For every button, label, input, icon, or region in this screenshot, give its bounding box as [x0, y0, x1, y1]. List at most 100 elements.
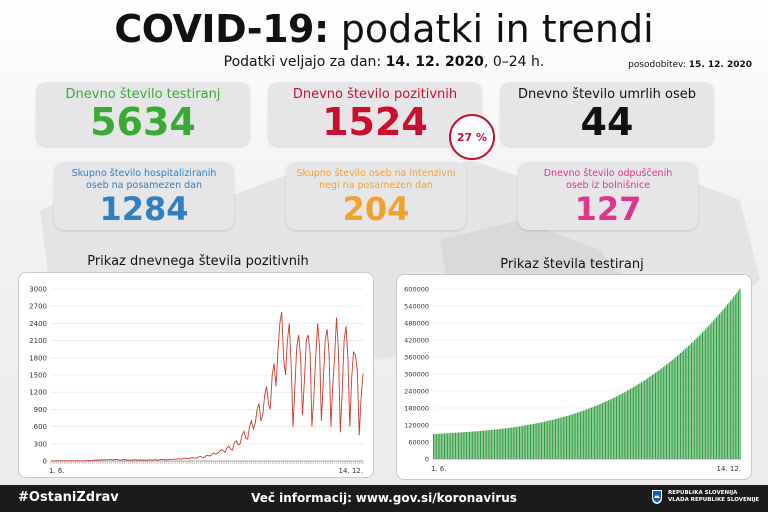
tests-bar — [631, 387, 633, 459]
gov-line2: VLADA REPUBLIKE SLOVENIJE — [668, 497, 760, 503]
update-info: posodobitev: 15. 12. 2020 — [628, 60, 752, 70]
tests-bar — [609, 399, 611, 459]
tests-bar — [573, 413, 575, 459]
title-light: podatki in trendi — [340, 7, 654, 51]
y-tick-label: 0 — [43, 458, 47, 466]
discharged-card: Dnevno število odpuščenih oseb iz bolniš… — [518, 162, 698, 230]
tests-card: Dnevno število testiranj 5634 — [36, 82, 250, 146]
tests-bar — [464, 432, 466, 459]
more-info-link[interactable]: www.gov.si/koronavirus — [355, 491, 517, 505]
tests-bar — [709, 324, 711, 459]
x-start-label: 1. 6. — [49, 467, 65, 475]
icu-label-line1: Skupno število oseb na intenzivni — [296, 168, 456, 179]
tests-bar — [708, 325, 710, 459]
tests-bar — [451, 432, 453, 459]
tests-label: Dnevno število testiranj — [65, 87, 221, 102]
positives-chart: 0 300 600 900 1200 1500 1800 2100 2400 2700 3000 1.… — [18, 272, 374, 478]
tests-bar — [687, 345, 689, 459]
tests-bar — [450, 433, 452, 459]
tests-bar — [506, 428, 508, 459]
y-tick-label: 1500 — [29, 372, 47, 380]
tests-bar — [515, 426, 517, 459]
tests-bar — [492, 429, 494, 459]
tests-bar — [478, 431, 480, 459]
y-tick-label: 60000 — [408, 439, 429, 447]
tests-bar — [481, 430, 483, 459]
tests-bar — [597, 405, 599, 459]
tests-bar — [620, 394, 622, 459]
tests-bar — [711, 322, 713, 459]
tests-bar — [511, 427, 513, 459]
tests-bar — [733, 296, 735, 459]
tests-bar — [487, 430, 489, 459]
tests-bar — [479, 430, 481, 459]
tests-bar — [578, 412, 580, 459]
coat-of-arms-icon — [652, 490, 662, 504]
deaths-card: Dnevno število umrlih oseb 44 — [500, 82, 714, 146]
tests-bar — [434, 433, 436, 459]
tests-bar — [576, 412, 578, 459]
tests-bar — [644, 380, 646, 459]
tests-bar — [637, 384, 639, 459]
tests-bar — [722, 310, 724, 459]
tests-bar — [698, 335, 700, 459]
y-tick-label: 2100 — [29, 337, 47, 345]
tests-bar — [503, 428, 505, 459]
tests-bar — [608, 400, 610, 459]
y-tick-label: 2400 — [29, 320, 47, 328]
tests-bar — [551, 419, 553, 459]
tests-bar — [501, 428, 503, 459]
tests-bar — [628, 389, 630, 459]
more-info-label: Več informacij: — [251, 491, 352, 505]
y-tick-label: 1200 — [29, 389, 47, 397]
tests-bar — [689, 344, 691, 459]
tests-bar — [694, 340, 696, 459]
tests-bar — [636, 385, 638, 459]
tests-bar — [504, 428, 507, 459]
tests-bar — [565, 416, 567, 459]
tests-bar — [579, 411, 582, 459]
tests-bar — [728, 302, 730, 459]
tests-bar — [672, 359, 674, 459]
tests-bar — [545, 421, 547, 459]
tests-bar — [712, 320, 714, 459]
tests-bar — [700, 333, 702, 459]
tests-bar — [498, 429, 500, 459]
tests-bar — [539, 422, 541, 459]
validity-suffix: , 0–24 h. — [483, 54, 545, 70]
tests-bar — [443, 433, 446, 459]
tests-bar — [669, 362, 671, 459]
tests-bar — [676, 355, 678, 459]
tests-bar — [634, 386, 636, 459]
tests-bar — [556, 418, 558, 459]
tests-bar — [603, 402, 605, 459]
tests-bar — [690, 343, 693, 459]
y-tick-label: 600000 — [404, 286, 429, 294]
positives-chart-svg: 0 300 600 900 1200 1500 1800 2100 2400 2700 3000 1.… — [29, 286, 364, 475]
validity-date: 14. 12. 2020 — [385, 54, 484, 70]
tests-bar — [695, 338, 697, 459]
tests-bar — [681, 351, 683, 459]
tests-bar — [500, 428, 502, 459]
positive-value: 1524 — [322, 100, 428, 144]
y-tick-label: 0 — [425, 456, 429, 464]
update-label: posodobitev: — [628, 60, 686, 70]
tests-bar — [470, 431, 472, 459]
tests-bar — [553, 419, 555, 459]
tests-bar — [537, 423, 539, 459]
tests-bar — [534, 423, 536, 459]
icu-value: 204 — [342, 190, 410, 228]
tests-bar — [650, 376, 652, 459]
tests-bar — [489, 430, 491, 459]
tests-bar — [544, 421, 546, 459]
x-end-label: 14. 12. — [339, 467, 364, 475]
tests-bar — [572, 414, 574, 459]
tests-value: 5634 — [90, 100, 196, 144]
tests-bar — [706, 327, 708, 459]
tests-bar — [447, 433, 449, 459]
tests-bar — [523, 425, 525, 459]
tests-bar — [554, 419, 557, 459]
tests-bar — [633, 387, 635, 459]
tests-bar — [726, 304, 729, 459]
tests-bar — [456, 432, 458, 459]
